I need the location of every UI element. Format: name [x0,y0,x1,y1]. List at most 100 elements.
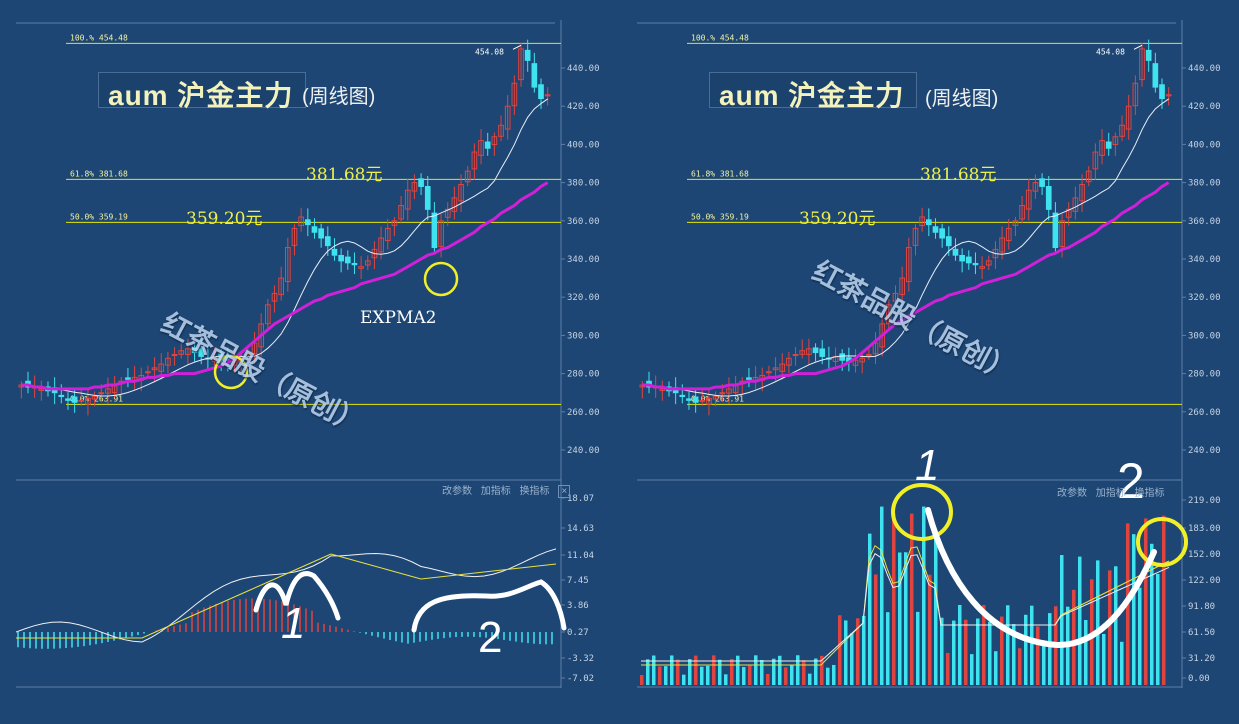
candle-body [1099,140,1105,156]
annotation-curve-2 [411,579,567,633]
volume-bar [844,620,848,685]
volume-bar [892,513,896,685]
macd-tick-label: -3.32 [567,654,594,664]
candle-body [165,357,171,366]
candle-body [799,350,806,355]
price-tick-label: 260.00 [1188,408,1221,418]
candle-body [1132,82,1139,107]
right-title-sub: (周线图) [925,88,999,110]
candle-body [391,220,398,226]
candle-body [712,396,719,400]
candle-body [258,323,265,348]
candle-body [278,277,285,296]
candle-body [311,226,318,233]
candle-body [932,226,939,233]
macd-tick-label: 14.63 [567,524,594,534]
volume-bar [808,673,812,685]
candle-body [78,399,85,402]
candle-body [706,397,712,405]
volume-bar [1006,605,1010,685]
candle-body [298,216,304,227]
candle-body [178,350,185,355]
expma2-line [21,181,549,391]
volume-bar [724,674,728,685]
left-switch-indicator-button[interactable]: 换指标 [519,486,550,497]
right-title-box [709,72,917,108]
right-add-indicator-button[interactable]: 加指标 [1095,488,1126,499]
volume-bar [1150,543,1154,685]
candle-body [866,354,872,356]
candle-body [378,237,384,253]
volume-bar [694,655,698,685]
volume-bar [1084,620,1088,685]
price-tick-label: 280.00 [567,370,600,380]
candle-body [985,260,992,266]
fib-level-label: 100.% 454.48 [691,33,749,42]
candle-body [892,292,899,302]
volume-bar [814,658,818,685]
candle-body [939,228,945,239]
volume-bar [658,666,662,685]
volume-bar [1012,624,1016,685]
expma2-line [642,181,1170,391]
volume-bar [850,633,854,685]
candle-body [912,227,919,246]
volume-bar [952,620,956,685]
left-edit-params-button[interactable]: 改参数 [442,486,472,497]
candle-body [518,48,524,81]
right-candlestick-chart: 440.00 420.00 400.00 380.00 360.00 340.00 320.… [637,20,1221,688]
candle-body [85,397,91,405]
candle-body [151,367,158,371]
volume-bar [856,618,860,685]
candle-body [158,363,165,372]
volume-bar [730,658,734,685]
candle-body [504,105,511,130]
left-close-subchart-button[interactable]: × [558,485,571,498]
vol-ma-white [641,552,1170,662]
volume-bar [1042,645,1046,685]
candle-body [1032,182,1039,192]
left-chart-panel: 440.00 420.00 400.00 380.00 360.00 340.00 320.… [16,20,601,688]
volume-bar [652,655,656,685]
volume-bar [1030,605,1034,685]
candle-body [318,228,324,239]
candle-body [471,151,478,170]
candle-body [324,236,331,247]
macd-tick-label: 0.27 [567,628,589,638]
high-price-label: 454.08 [475,47,504,56]
volume-bar [670,655,674,685]
candle-body [265,304,271,325]
candle-body [839,353,846,361]
price-tick-label: 320.00 [1188,293,1221,303]
candle-body [1012,220,1019,226]
candle-body [231,359,238,366]
volume-bar [862,615,866,685]
candle-body [1152,63,1159,88]
candle-body [1052,212,1059,249]
volume-bar [886,612,890,685]
candle-body [965,256,972,264]
candle-body [198,348,205,357]
price-tick-label: 240.00 [1188,446,1221,456]
volume-bar [778,655,782,685]
price-tick-label: 420.00 [567,102,600,112]
dea-line [16,553,557,639]
candle-body [852,359,859,366]
candle-body [191,347,198,354]
candle-body [171,354,178,356]
candle-body [125,377,131,380]
price-tick-label: 400.00 [567,140,600,150]
candle-body [1045,186,1052,210]
right-edit-params-button[interactable]: 改参数 [1057,488,1087,499]
candle-body [879,323,886,348]
candle-body [886,304,892,325]
fib-level-label: 61.8% 381.68 [70,169,128,178]
candle-body [1165,94,1172,97]
left-add-indicator-button[interactable]: 加指标 [480,486,511,497]
right-switch-indicator-button[interactable]: 换指标 [1134,488,1165,499]
candle-body [291,227,298,246]
price-tick-label: 280.00 [1188,370,1221,380]
volume-bar [1018,648,1022,685]
volume-bar [1000,616,1004,685]
candle-body [1065,208,1072,218]
